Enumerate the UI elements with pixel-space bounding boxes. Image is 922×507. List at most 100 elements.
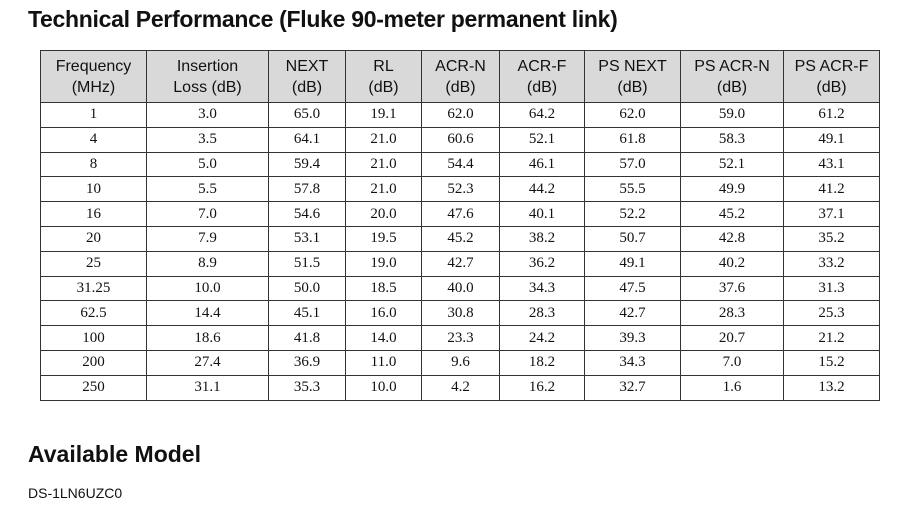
table-cell: 200 <box>40 349 147 376</box>
table-cell: 10.0 <box>345 374 422 401</box>
header-line: RL <box>373 57 394 75</box>
table-row: 62.5 14.4 45.1 16.0 30.8 28.3 42.7 28.3 25.3 <box>40 300 880 327</box>
table-cell: 23.3 <box>421 325 500 351</box>
table-row: 250 31.1 35.3 10.0 4.2 16.2 32.7 1.6 13.2 <box>40 374 880 401</box>
table-row: 8 5.0 59.4 21.0 54.4 46.1 57.0 52.1 43.1 <box>40 151 880 178</box>
table-cell: 35.2 <box>783 225 880 252</box>
table-cell: 40.2 <box>680 250 784 277</box>
table-cell: 39.3 <box>584 325 681 351</box>
table-cell: 10.0 <box>146 275 269 302</box>
table-cell: 7.0 <box>680 349 784 376</box>
table-cell: 16.2 <box>499 374 585 401</box>
table-cell: 52.1 <box>499 126 585 153</box>
table-cell: 53.1 <box>268 225 346 252</box>
table-cell: 34.3 <box>584 349 681 376</box>
table-row: 10 5.5 57.8 21.0 52.3 44.2 55.5 49.9 41.2 <box>40 176 880 203</box>
table-cell: 45.1 <box>268 300 346 327</box>
table-cell: 60.6 <box>421 126 500 153</box>
header-line: (dB) <box>445 78 476 96</box>
table-cell: 52.3 <box>421 176 500 203</box>
header-line: ACR-N <box>435 57 486 75</box>
header-line: PS NEXT <box>598 57 667 75</box>
table-cell: 43.1 <box>783 151 880 178</box>
table-cell: 50.7 <box>584 225 681 252</box>
table-cell: 62.5 <box>40 300 147 327</box>
table-cell: 3.0 <box>146 102 269 128</box>
table-cell: 35.3 <box>268 374 346 401</box>
model-code: DS-1LN6UZC0 <box>28 485 123 501</box>
header-line: NEXT <box>285 57 329 75</box>
table-cell: 40.1 <box>499 201 585 227</box>
column-header: PS NEXT (dB) <box>584 50 681 103</box>
table-cell: 14.0 <box>345 325 422 351</box>
table-cell: 49.9 <box>680 176 784 203</box>
table-cell: 20.7 <box>680 325 784 351</box>
header-line: (MHz) <box>71 78 116 96</box>
table-cell: 59.4 <box>268 151 346 178</box>
table-cell: 45.2 <box>421 225 500 252</box>
table-cell: 52.2 <box>584 201 681 227</box>
title: Technical Performance (Fluke 90-meter pe… <box>28 6 618 32</box>
table-cell: 41.2 <box>783 176 880 203</box>
table-cell: 54.6 <box>268 201 346 227</box>
table-cell: 14.4 <box>146 300 269 327</box>
table-cell: 18.2 <box>499 349 585 376</box>
table-cell: 36.9 <box>268 349 346 376</box>
header-line: ACR-F <box>517 57 567 75</box>
table-cell: 59.0 <box>680 102 784 128</box>
header-line: (dB) <box>816 78 847 96</box>
header-line: (dB) <box>368 78 399 96</box>
table-cell: 28.3 <box>499 300 585 327</box>
table-cell: 21.0 <box>345 176 422 203</box>
header-line: Insertion <box>176 57 239 75</box>
table-cell: 45.2 <box>680 201 784 227</box>
column-header: PS ACR-N (dB) <box>680 50 784 103</box>
table-cell: 9.6 <box>421 349 500 376</box>
table-cell: 19.1 <box>345 102 422 128</box>
table-row: 100 18.6 41.8 14.0 23.3 24.2 39.3 20.7 21.2 <box>40 325 880 351</box>
table-cell: 25.3 <box>783 300 880 327</box>
header-line: Loss (dB) <box>173 78 242 96</box>
table-cell: 30.8 <box>421 300 500 327</box>
table-cell: 50.0 <box>268 275 346 302</box>
table-cell: 37.6 <box>680 275 784 302</box>
header-line: (dB) <box>526 78 558 96</box>
table-cell: 21.0 <box>345 151 422 178</box>
table-row: 200 27.4 36.9 11.0 9.6 18.2 34.3 7.0 15.2 <box>40 349 880 376</box>
table-row: 1 3.0 65.0 19.1 62.0 64.2 62.0 59.0 61.2 <box>40 102 880 128</box>
table-cell: 54.4 <box>421 151 500 178</box>
table-cell: 37.1 <box>783 201 880 227</box>
table-cell: 57.0 <box>584 151 681 178</box>
table-cell: 62.0 <box>584 102 681 128</box>
table-cell: 31.25 <box>40 275 147 302</box>
table-cell: 18.5 <box>345 275 422 302</box>
table-cell: 57.8 <box>268 176 346 203</box>
column-header: Frequency (MHz) <box>40 50 147 103</box>
table-cell: 31.3 <box>783 275 880 302</box>
header-line: (dB) <box>716 78 748 96</box>
table-cell: 52.1 <box>680 151 784 178</box>
column-header: Insertion Loss (dB) <box>146 50 269 103</box>
table-cell: 28.3 <box>680 300 784 327</box>
header-line: (dB) <box>617 78 648 96</box>
table-cell: 55.5 <box>584 176 681 203</box>
table-cell: 49.1 <box>783 126 880 153</box>
table-cell: 7.0 <box>146 201 269 227</box>
table-cell: 46.1 <box>499 151 585 178</box>
table-cell: 62.0 <box>421 102 500 128</box>
header-line: PS ACR-N <box>694 57 770 75</box>
table-cell: 42.7 <box>421 250 500 277</box>
table-cell: 38.2 <box>499 225 585 252</box>
header-line: Frequency <box>55 57 132 75</box>
table-cell: 34.3 <box>499 275 585 302</box>
table-cell: 13.2 <box>783 374 880 401</box>
header-line: (dB) <box>291 78 323 96</box>
table-cell: 8 <box>40 151 147 178</box>
table-cell: 19.0 <box>345 250 422 277</box>
table-cell: 47.5 <box>584 275 681 302</box>
table-row: 4 3.5 64.1 21.0 60.6 52.1 61.8 58.3 49.1 <box>40 126 880 153</box>
performance-table: Frequency (MHz) Insertion Loss (dB) NEXT (dB)… <box>40 50 880 401</box>
table-cell: 100 <box>40 325 147 351</box>
table-cell: 5.0 <box>146 151 269 178</box>
